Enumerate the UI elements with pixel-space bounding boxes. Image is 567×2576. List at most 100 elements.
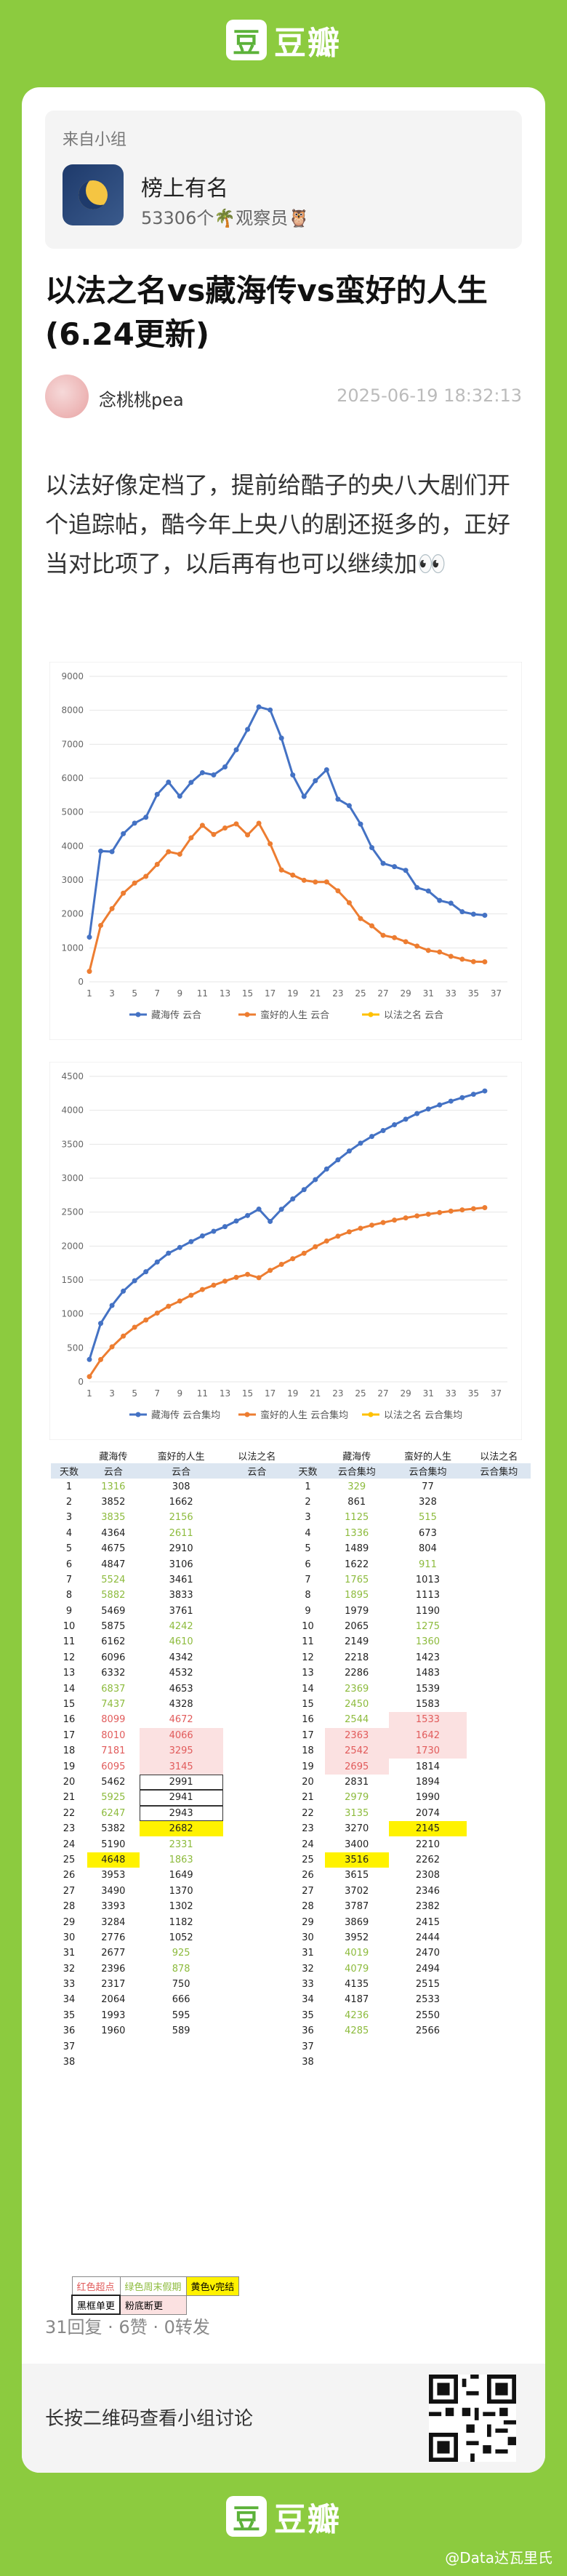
legend-marker <box>368 1012 374 1017</box>
table-cell: 5462 <box>101 1777 126 1788</box>
qr-code-icon[interactable] <box>429 2375 516 2462</box>
table-cell <box>223 1681 291 1696</box>
cumulative-table: 藏海传 蛮好的人生 以法之名 天数 云合集均 云合集均 云合集均 1 329 77 2 861 328 3… <box>291 1447 531 2070</box>
table-cell <box>223 1541 291 1556</box>
data-point <box>470 1206 476 1212</box>
table-cell <box>223 1759 291 1774</box>
table-cell <box>467 1759 531 1774</box>
table-cell: 3145 <box>139 1759 223 1775</box>
table-cell: 2074 <box>415 1807 440 1819</box>
data-point <box>425 888 431 894</box>
table-cell <box>467 1681 531 1696</box>
data-point <box>211 1282 217 1288</box>
group-avatar[interactable] <box>63 164 124 225</box>
data-point <box>403 868 409 873</box>
legend-yellow: 黄色v完结 <box>185 2276 240 2296</box>
x-tick-label: 11 <box>197 988 208 999</box>
table-cell: 1370 <box>169 1885 193 1897</box>
table-row: 28 3787 2382 <box>291 1899 531 1914</box>
data-point <box>222 1279 228 1284</box>
chart-frame <box>49 662 522 1040</box>
table-cell: 3953 <box>101 1870 126 1881</box>
x-tick-label: 25 <box>355 988 366 999</box>
table-cell: 804 <box>419 1543 437 1555</box>
x-tick-label: 5 <box>132 1388 137 1399</box>
data-point <box>323 1238 329 1244</box>
table-cell <box>87 2039 140 2054</box>
group-info[interactable]: 来自小组 榜上有名 53306个🌴观察员🦉 <box>45 111 522 249</box>
data-point <box>121 1288 126 1294</box>
data-point <box>188 780 194 785</box>
table-header: 藏海传 <box>342 1451 371 1463</box>
table-row: 6 1622 911 <box>291 1556 531 1572</box>
legend-label: 蛮好的人生 云合集均 <box>260 1409 348 1421</box>
table-cell: 4342 <box>169 1652 193 1663</box>
table-cell: 1979 <box>345 1605 369 1617</box>
douban-logo-icon: 豆 <box>226 20 267 60</box>
member-title: 观察员 <box>236 208 289 228</box>
table-cell: 4847 <box>101 1559 126 1570</box>
author-name[interactable]: 念桃桃pea <box>99 390 184 410</box>
table-row: 16 8099 4672 <box>51 1712 291 1727</box>
table-cell: 6 <box>305 1559 311 1570</box>
table-cell: 4066 <box>139 1727 223 1744</box>
y-tick-label: 5000 <box>61 807 84 817</box>
y-tick-label: 0 <box>78 1377 84 1387</box>
data-point <box>121 831 126 836</box>
table-cell <box>223 1852 291 1868</box>
data-point <box>233 1274 239 1280</box>
table-row: 29 3284 1182 <box>51 1914 291 1929</box>
data-point <box>470 911 476 917</box>
data-point <box>109 1344 115 1350</box>
table-cell: 2910 <box>169 1543 193 1555</box>
table-row: 36 1960 589 <box>51 2023 291 2039</box>
data-point <box>211 772 217 778</box>
table-cell: 20 <box>302 1777 314 1788</box>
author-avatar[interactable] <box>45 375 89 418</box>
table-cell <box>467 1665 531 1681</box>
table-cell <box>223 2055 291 2070</box>
table-cell: 6095 <box>101 1761 126 1772</box>
table-cell: 750 <box>172 1979 190 1991</box>
data-point <box>121 1333 126 1339</box>
table-cell <box>325 2039 389 2054</box>
table-cell: 35 <box>302 2009 314 2021</box>
data-point <box>369 1223 375 1228</box>
legend-label: 以法之名 云合 <box>384 1009 443 1021</box>
group-name[interactable]: 榜上有名 <box>141 176 228 201</box>
table-row: 3 3835 2156 <box>51 1510 291 1525</box>
table-cell <box>467 1526 531 1541</box>
data-point <box>222 764 228 770</box>
y-tick-label: 1000 <box>61 1309 84 1319</box>
table-cell <box>467 2008 531 2023</box>
table-cell <box>223 1728 291 1743</box>
table-cell: 1993 <box>101 2009 126 2021</box>
table-cell: 77 <box>422 1481 434 1492</box>
table-cell <box>223 1992 291 2007</box>
table-cell: 1483 <box>415 1668 440 1679</box>
table-cell: 2065 <box>345 1621 369 1633</box>
table-cell: 29 <box>302 1916 314 1928</box>
data-point <box>437 1209 443 1215</box>
color-legend: 红色超点 绿色周末假期 黄色v完结 黑框单更 粉底断更 <box>71 2276 240 2315</box>
legend-label: 藏海传 云合 <box>151 1010 201 1021</box>
x-tick-label: 15 <box>242 988 253 999</box>
data-point <box>414 943 420 949</box>
data-point <box>425 1106 431 1112</box>
x-tick-label: 27 <box>377 988 388 999</box>
data-point <box>87 1374 92 1380</box>
table-cell: 7437 <box>101 1699 126 1711</box>
table-cell <box>325 2055 389 2070</box>
table-cell <box>467 1884 531 1899</box>
y-tick-label: 1500 <box>61 1275 84 1285</box>
table-cell: 1990 <box>415 1792 440 1804</box>
data-point <box>143 1317 149 1323</box>
table-cell <box>467 1899 531 1914</box>
table-cell: 1190 <box>415 1605 440 1617</box>
x-tick-label: 3 <box>109 1388 115 1399</box>
data-point <box>143 873 149 879</box>
data-point <box>437 1102 443 1108</box>
data-point <box>380 932 386 938</box>
table-cell: 2542 <box>324 1743 389 1759</box>
data-point <box>482 1088 488 1094</box>
